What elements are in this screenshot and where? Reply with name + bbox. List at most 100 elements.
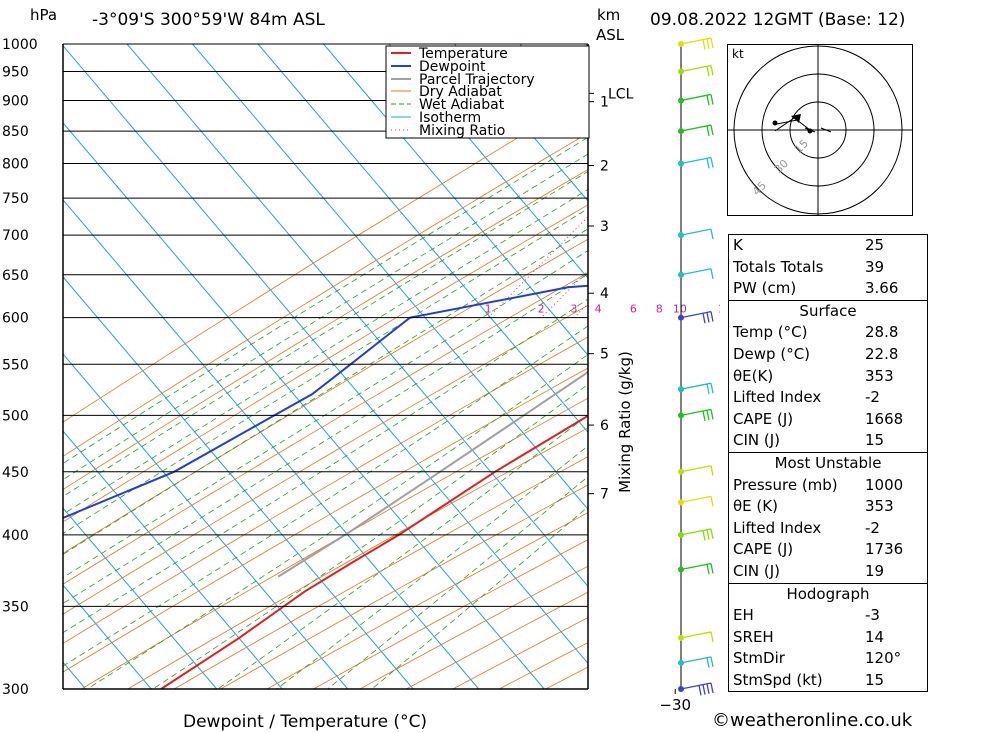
wind-barb-shaft (680, 656, 712, 664)
height-tick-label: 4 (600, 286, 609, 302)
dry-adiabat-line (63, 304, 588, 615)
wind-barb-shaft (680, 382, 712, 390)
legend-temperature: Temperature (418, 46, 508, 62)
wind-barb-feather (706, 312, 710, 323)
wind-barb-feather (706, 564, 710, 575)
pressure-tick-label: 400 (2, 528, 29, 544)
legend-isotherm: Isotherm (419, 110, 481, 126)
mu-cape-value: 1736 (865, 540, 904, 559)
mu-cin-value: 19 (865, 561, 885, 580)
wet-adiabat-line (63, 208, 588, 534)
pressure-tick-label: 700 (2, 228, 29, 244)
dry-adiabat-line (63, 95, 588, 423)
legend-wet-adiabat: Wet Adiabat (419, 97, 505, 113)
wind-barb-feather (706, 95, 710, 106)
hodograph-arrow-icon (791, 114, 801, 123)
pressure-tick-label: 500 (2, 408, 29, 424)
pressure-tick-label: 350 (2, 599, 29, 615)
isotherm-line (63, 276, 414, 689)
legend: Temperature Dewpoint Parcel Trajectory D… (385, 45, 590, 139)
wind-barb-feather (702, 684, 706, 695)
sreh-label: SREH (733, 627, 774, 646)
hodograph-storm-vector (774, 115, 798, 132)
surface-cin-label: CIN (J) (733, 431, 781, 450)
wind-barb-feather (710, 94, 714, 105)
dry-adiabat-line (127, 427, 588, 689)
skew-t-chart: 300 350 400 450 500 550 600 650 700 750 800 850 900 9… (2, 37, 720, 732)
pressure-tick-label: 750 (2, 191, 29, 207)
stmspd-label: StmSpd (kt) (733, 670, 823, 689)
pressure-unit-label: hPa (30, 6, 58, 24)
wet-adiabat-line (63, 249, 588, 579)
mu-cape-label: CAPE (J) (733, 540, 794, 559)
surface-section: Surface Temp (°C) 28.8 Dewp (°C) 22.8 θE(K… (729, 299, 927, 452)
mixing-ratio-axis-label: Mixing Ratio (g/kg) (616, 351, 634, 493)
eh-label: EH (733, 606, 754, 625)
wind-barb-feather (710, 682, 714, 694)
wind-barb-shaft (680, 465, 712, 473)
wind-barb-feather (698, 685, 702, 696)
wind-barb-shaft (680, 64, 712, 73)
hodograph-surface-dot (807, 128, 813, 134)
dry-adiabat-line (266, 512, 588, 689)
legend-parcel: Parcel Trajectory (419, 72, 535, 88)
wind-barb-shaft (680, 311, 712, 319)
isotherm-line (323, 44, 588, 356)
height-tick-label: 6 (600, 418, 609, 434)
isotherm-line (63, 353, 349, 689)
totals-totals-value: 39 (865, 257, 885, 276)
dry-adiabat-line (174, 456, 588, 689)
height-tick-label: 7 (600, 487, 609, 503)
isotherm-line (192, 44, 588, 511)
wet-adiabat-line (63, 136, 588, 465)
wind-barb-feather (710, 465, 714, 476)
wind-barb-feather (706, 125, 710, 136)
height-unit-label: km (597, 6, 621, 24)
wind-barb-feather (710, 65, 714, 76)
isotherm-line (454, 44, 588, 202)
wind-barb-feather (706, 66, 710, 77)
dry-adiabat-line (63, 238, 588, 554)
height-tick-label: LCL (608, 86, 634, 102)
wet-adiabat-line (63, 228, 588, 555)
surface-dewp-value: 22.8 (865, 344, 899, 363)
stmdir-label: StmDir (733, 649, 785, 668)
pressure-tick-label: 450 (2, 465, 29, 481)
wind-barb-feather (702, 313, 706, 324)
hodograph-title: Hodograph (786, 584, 870, 603)
k-label: K (733, 236, 743, 254)
wind-barb-shaft (680, 562, 712, 571)
wet-adiabat-line (371, 506, 588, 689)
pressure-tick-label: 850 (2, 124, 29, 140)
wind-barb-feather (710, 383, 714, 394)
surface-temp-value: 28.8 (865, 323, 899, 342)
wind-barb-shaft (680, 495, 712, 504)
credit-link[interactable]: ©weatheronline.co.uk (712, 710, 913, 731)
wind-barb-feather (710, 268, 714, 279)
mu-cin-label: CIN (J) (733, 561, 781, 580)
surface-theta-value: 353 (865, 366, 894, 385)
mixing-ratio-label: 10 (673, 303, 687, 316)
isotherm-line (63, 199, 480, 689)
mu-theta-label: θE (K) (733, 497, 778, 516)
x-axis-label: Dewpoint / Temperature (°C) (183, 712, 427, 732)
isotherm-line (388, 44, 588, 279)
hodograph-ring-45 (733, 45, 903, 215)
wind-barb-feather (706, 657, 710, 668)
mixing-ratio-label: 3 (570, 303, 577, 316)
legend-mixing-ratio: Mixing Ratio (419, 123, 505, 139)
mixing-ratio-label: 8 (656, 303, 663, 316)
wind-barb-shaft (680, 37, 712, 45)
wet-adiabat-line (63, 273, 588, 604)
hodograph-unit: kt (732, 47, 744, 61)
wind-barb-feather (706, 158, 710, 169)
hodograph-section: Hodograph EH -3 SREH 14 StmDir 120° StmSpd … (729, 582, 927, 692)
surface-temp-label: Temp (°C) (733, 323, 808, 342)
wet-adiabat-line (217, 414, 588, 689)
isotherm-line (126, 44, 588, 588)
wind-barb-feather (702, 530, 706, 541)
pressure-tick-label: 650 (2, 268, 29, 284)
height-unit-label-asl: ASL (596, 26, 625, 44)
stmdir-value: 120° (865, 649, 902, 668)
mu-li-value: -2 (865, 518, 880, 537)
